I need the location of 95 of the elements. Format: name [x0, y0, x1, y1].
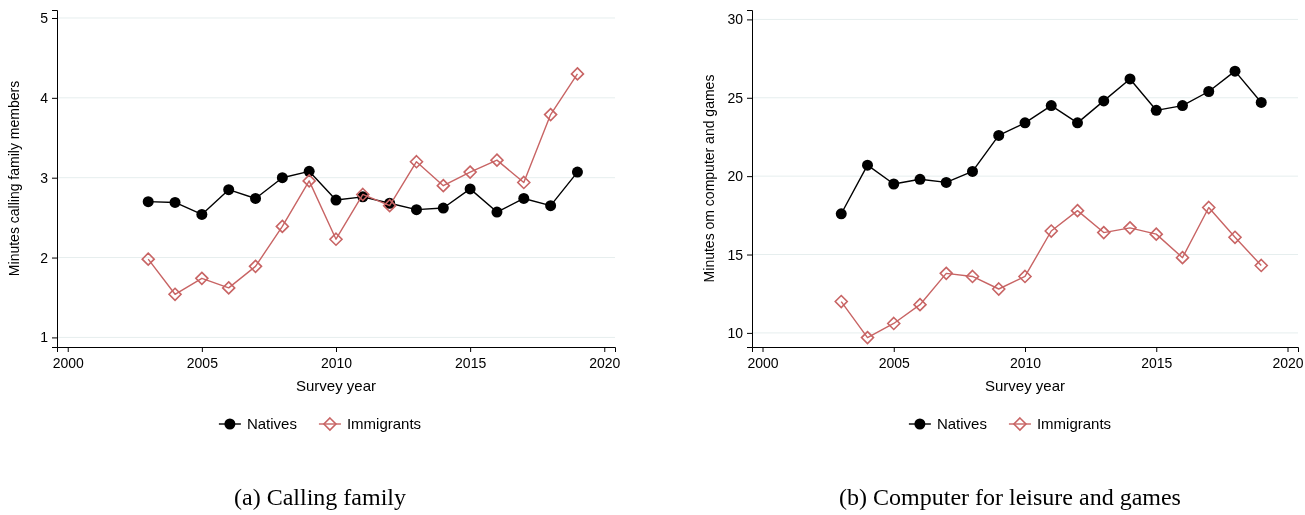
x-tick-label: 2000 [52, 354, 85, 371]
point [993, 129, 1005, 141]
point [330, 194, 342, 206]
point [463, 165, 477, 179]
x-tick-label: 2015 [1141, 354, 1173, 371]
point [939, 266, 954, 281]
text: (a) Calling family [234, 484, 406, 510]
y-tick-label: 15 [727, 246, 744, 263]
point [409, 154, 424, 169]
legend-label: Natives [936, 415, 987, 432]
x-tick-label: 2020 [1272, 354, 1304, 371]
point [835, 208, 847, 220]
point [1177, 100, 1188, 112]
point [276, 172, 288, 184]
y-tick-label: 4 [40, 89, 49, 106]
point [1019, 117, 1031, 129]
point [886, 316, 901, 331]
point [1018, 269, 1032, 284]
y-tick-label: 2 [40, 249, 49, 266]
point [196, 208, 208, 220]
point [248, 259, 263, 274]
legend-label: Immigrants [1036, 415, 1112, 432]
point [967, 165, 978, 177]
point [1124, 73, 1136, 85]
point [1072, 117, 1083, 129]
point [1203, 86, 1215, 98]
point [834, 294, 849, 309]
x-tick-label: 2015 [455, 354, 487, 371]
point [516, 175, 531, 190]
y-tick-label: 1 [40, 329, 49, 346]
point [490, 153, 504, 167]
point [1150, 104, 1162, 116]
point [275, 219, 290, 234]
point [437, 202, 449, 214]
point [302, 174, 316, 188]
point [914, 173, 926, 185]
point [1045, 100, 1057, 112]
y-tick-label: 20 [727, 168, 744, 185]
point [913, 297, 927, 312]
point [1044, 224, 1059, 238]
point [1149, 227, 1164, 241]
point [436, 178, 451, 193]
point [571, 166, 583, 178]
point [888, 178, 900, 190]
point [940, 176, 952, 188]
point [221, 281, 236, 295]
point [545, 200, 557, 212]
point [168, 287, 182, 302]
legend-label: Immigrants [346, 415, 422, 432]
point [1229, 65, 1241, 77]
y-axis-title: Minutes om computer and games [701, 74, 717, 283]
y-tick-label: 25 [727, 89, 744, 106]
point [1254, 258, 1269, 273]
y-axis-title: Minutes calling family members [6, 80, 22, 277]
point [1096, 225, 1111, 240]
y-tick-label: 3 [40, 169, 49, 186]
point [141, 252, 156, 266]
point [491, 206, 503, 218]
text: (b) Computer for leisure and games [839, 484, 1181, 510]
point [329, 232, 343, 246]
y-tick-label: 30 [727, 11, 744, 28]
point [518, 192, 530, 204]
point [410, 204, 422, 216]
point [169, 196, 181, 208]
x-tick-label: 2005 [878, 354, 911, 371]
point [570, 67, 585, 81]
point [1098, 95, 1110, 107]
point [382, 198, 397, 213]
point [1175, 250, 1190, 265]
point [1255, 96, 1267, 108]
point [142, 196, 154, 208]
point [965, 269, 980, 284]
x-tick-label: 2010 [320, 354, 353, 371]
x-tick-label: 2000 [747, 354, 779, 371]
x-axis-title: Survey year [984, 377, 1066, 394]
legend-label: Natives [246, 415, 297, 432]
y-tick-label: 10 [727, 324, 744, 341]
x-tick-label: 2020 [589, 354, 621, 371]
point [1070, 203, 1085, 218]
point [543, 107, 558, 122]
point [1228, 230, 1242, 245]
point [356, 187, 370, 202]
point [862, 159, 873, 171]
y-tick-label: 5 [40, 9, 49, 26]
point [1123, 221, 1137, 235]
point [1201, 200, 1216, 215]
x-tick-label: 2010 [1009, 354, 1042, 371]
point [223, 184, 235, 196]
x-tick-label: 2005 [186, 354, 219, 371]
point [991, 282, 1006, 296]
x-axis-title: Survey year [295, 377, 377, 394]
point [860, 330, 875, 345]
point [250, 192, 262, 204]
point [464, 183, 476, 195]
point [195, 271, 209, 286]
